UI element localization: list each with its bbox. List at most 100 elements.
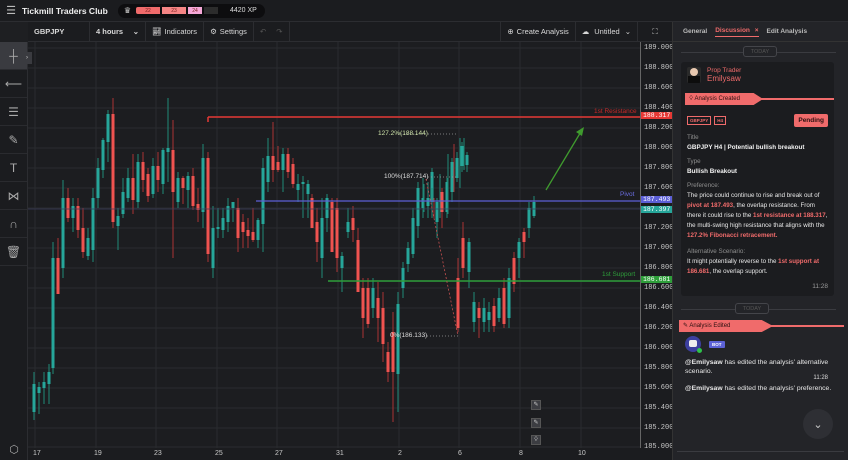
pencil-icon: ✎ — [683, 323, 689, 329]
bot-avatar — [685, 336, 702, 353]
tab-discussion-label: Discussion — [715, 26, 750, 34]
title-label: Title — [687, 134, 699, 141]
multi-line-icon: ☰ — [8, 104, 19, 119]
fullscreen-button[interactable]: ⛶ — [638, 22, 672, 42]
x-tick: 10 — [578, 450, 586, 457]
redo-icon[interactable]: ↷ — [276, 27, 283, 36]
brush-tool[interactable]: ✎ — [0, 126, 27, 154]
tab-edit-analysis[interactable]: Edit Analysis — [766, 28, 808, 35]
xp-value: 4420 XP — [230, 7, 257, 14]
y-tick: 186.000 — [644, 344, 674, 352]
layout-name: Untitled — [594, 27, 620, 36]
preference-label: Preference: — [687, 182, 720, 189]
y-tick: 187.600 — [644, 184, 674, 192]
indicators-button[interactable]: 📈︎ Indicators — [146, 21, 205, 42]
multi-line-tool[interactable]: ☰ — [0, 98, 27, 126]
analysis-post: Prop Trader Emilysaw 💡︎ Analysis Created… — [681, 62, 834, 296]
cloud-upload-icon: ☁ — [581, 27, 590, 36]
y-tick: 185.000 — [644, 443, 674, 451]
lightbulb-icon[interactable]: 💡︎ — [531, 435, 541, 445]
tab-general[interactable]: General — [683, 28, 708, 35]
banner-label: Analysis Edited — [689, 323, 731, 329]
y-tick: 187.200 — [644, 224, 674, 232]
y-tick: 185.600 — [644, 384, 674, 392]
layout-dropdown[interactable]: ☁ Untitled ⌄ — [576, 21, 638, 42]
text-tool[interactable]: T — [0, 154, 27, 182]
status-badge: Pending — [794, 114, 828, 127]
x-tick: 25 — [215, 450, 223, 457]
x-tick: 27 — [275, 450, 283, 457]
chevron-down-icon: ⌄ — [624, 27, 631, 36]
panel-tabs: General Discussion × Edit Analysis — [673, 22, 848, 42]
hamburger-icon[interactable]: ☰ — [6, 5, 16, 17]
expand-tools-icon[interactable]: › — [26, 52, 32, 64]
y-tick: 188.800 — [644, 64, 674, 72]
xp-remaining — [204, 7, 218, 14]
y-tick: 185.200 — [644, 424, 674, 432]
x-tick: 17 — [33, 450, 41, 457]
pattern-icon: ⋈ — [7, 188, 20, 203]
settings-label: Settings — [219, 27, 247, 36]
date-divider: TODAY — [673, 45, 848, 59]
x-tick: 6 — [458, 450, 462, 457]
edit-drawing-button[interactable]: ✎ — [531, 418, 541, 428]
author-name[interactable]: Emilysaw — [707, 74, 741, 83]
drawing-tools: ┼ ⟵ ☰ ✎ T ⋈ ∩ 🗑︎ ⬡ — [0, 42, 28, 460]
post-time: 11:28 — [812, 283, 828, 290]
brand-title: Tickmill Traders Club — [22, 5, 108, 16]
indicators-label: Indicators — [164, 27, 198, 36]
fib-127-label: 127.2%(188.144) — [378, 130, 428, 137]
alt-scenario-label: Alternative Scenario: — [687, 248, 746, 255]
trash-icon: 🗑︎ — [5, 244, 22, 259]
settings-button[interactable]: ⚙ Settings — [204, 21, 254, 42]
delete-tool[interactable]: 🗑︎ — [0, 238, 27, 266]
post-tags: GBPJPY H4 Pending — [687, 114, 828, 127]
avatar[interactable] — [687, 67, 701, 83]
crosshair-tool[interactable]: ┼ — [0, 42, 27, 70]
resistance-price-tag: 188.317 — [641, 112, 673, 119]
brush-icon: ✎ — [8, 132, 19, 147]
shield-icon[interactable]: ⬡ — [9, 444, 19, 456]
resistance-label: 1st Resistance — [594, 108, 637, 115]
fullscreen-icon: ⛶ — [652, 26, 658, 36]
price-axis[interactable]: 189.000 188.800 188.600 188.400 188.200 … — [640, 42, 674, 451]
title-value: GBPJPY H4 | Potential bullish breakout — [687, 144, 805, 151]
line-tool[interactable]: ⟵ — [0, 70, 27, 98]
y-tick: 188.600 — [644, 84, 674, 92]
time-axis[interactable]: 17 19 23 25 27 31 2 6 8 10 — [28, 448, 672, 460]
edit-message: @Emilysaw has edited the analysis' prefe… — [685, 385, 832, 392]
pattern-tool[interactable]: ⋈ — [0, 182, 27, 210]
magnet-icon: ∩ — [9, 216, 18, 231]
analysis-created-banner: 💡︎ Analysis Created — [685, 93, 834, 105]
close-icon[interactable]: × — [754, 26, 759, 34]
tab-discussion[interactable]: Discussion × — [715, 26, 759, 37]
magnet-tool[interactable]: ∩ — [0, 210, 27, 238]
support-label: 1st Support — [602, 271, 636, 278]
x-tick: 2 — [398, 450, 402, 457]
user-mention[interactable]: @Emilysaw — [685, 359, 723, 366]
undo-icon[interactable]: ↶ — [259, 27, 267, 36]
alt-scenario-text: It might potentially reverse to the 1st … — [687, 258, 820, 275]
y-tick: 188.000 — [644, 144, 674, 152]
create-analysis-button[interactable]: ⊕ Create Analysis — [500, 21, 576, 42]
timeframe-dropdown[interactable]: 4 hours ⌄ — [90, 21, 146, 42]
scroll-down-button[interactable]: ⌄ — [803, 409, 833, 439]
timeframe-tag: H4 — [714, 116, 727, 125]
pivot-price-tag: 187.493 — [641, 196, 673, 203]
timeframe-label: 4 hours — [96, 27, 124, 36]
top-bar: ☰ Tickmill Traders Club ♛ 22 23 24 4420 … — [0, 0, 848, 22]
y-tick: 186.200 — [644, 324, 674, 332]
gear-icon: ⚙ — [210, 27, 217, 36]
message-time: 11:28 — [813, 375, 828, 381]
type-label: Type — [687, 158, 701, 165]
y-tick: 186.800 — [644, 264, 674, 272]
line-icon: ⟵ — [4, 76, 23, 91]
x-tick: 8 — [519, 450, 523, 457]
user-mention[interactable]: @Emilysaw — [685, 385, 723, 392]
chart-canvas[interactable]: 1st Resistance Pivot 1st Support 127.2%(… — [26, 42, 640, 448]
date-divider-label: TODAY — [735, 303, 769, 314]
chevron-down-icon: ⌄ — [132, 27, 139, 36]
edit-drawing-button[interactable]: ✎ — [531, 400, 541, 410]
symbol-selector[interactable]: GBPJPY — [28, 21, 90, 42]
chevron-down-icon: ⌄ — [813, 418, 823, 431]
